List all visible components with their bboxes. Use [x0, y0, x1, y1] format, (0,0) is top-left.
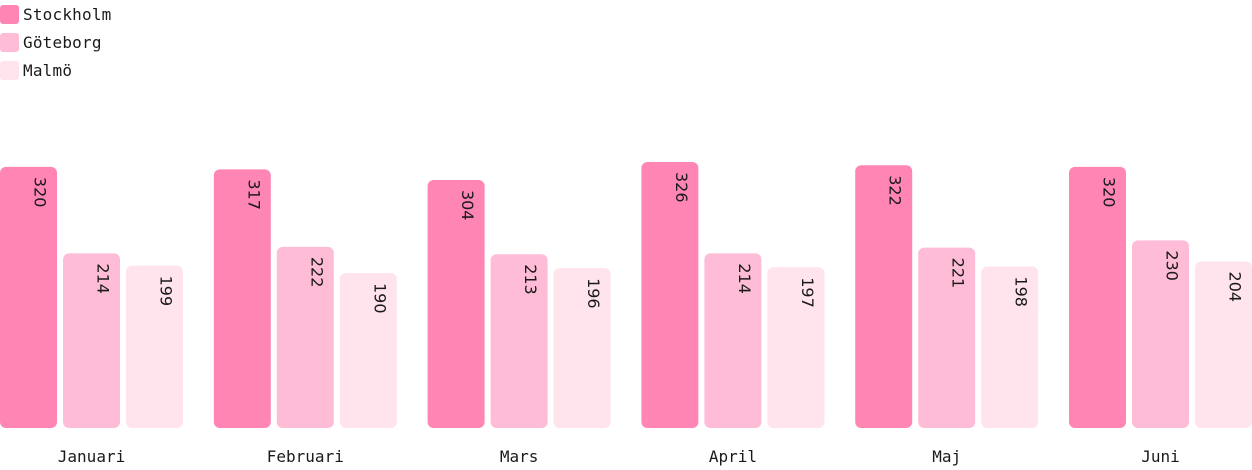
legend-item-stockholm: Stockholm	[0, 0, 112, 28]
bar-stockholm-januari	[0, 166, 57, 429]
legend-label-malmo: Malmö	[23, 60, 73, 80]
value-label-goteborg-februari: 222	[307, 257, 326, 288]
value-label-stockholm-juni: 320	[1100, 177, 1119, 208]
value-label-goteborg-april: 214	[735, 263, 754, 294]
bar-malmo-april	[767, 267, 825, 428]
bar-stockholm-juni	[1069, 166, 1126, 429]
bar-stockholm-maj	[855, 165, 913, 429]
legend-item-malmo: Malmö	[0, 56, 112, 84]
value-label-malmo-juni: 204	[1226, 272, 1245, 303]
bar-group-april: 326 214 197 April	[641, 162, 825, 466]
legend-swatch-malmo	[0, 60, 19, 80]
value-label-malmo-januari: 199	[157, 276, 176, 307]
legend: Stockholm Göteborg Malmö	[0, 0, 112, 84]
category-label-maj: Maj	[932, 447, 961, 466]
value-label-stockholm-februari: 317	[244, 179, 263, 210]
bar-group-februari: 317 222 190 Februari	[213, 169, 397, 466]
value-label-stockholm-mars: 304	[458, 190, 477, 221]
bar-stockholm-april	[641, 162, 699, 428]
category-label-februari: Februari	[267, 447, 344, 466]
value-label-stockholm-april: 326	[672, 172, 691, 203]
category-label-juni: Juni	[1141, 447, 1180, 466]
bar-goteborg-maj	[918, 247, 976, 428]
bar-goteborg-januari	[63, 253, 120, 428]
bar-group-maj: 322 221 198 Maj	[855, 165, 1039, 466]
bar-group-juni: 320 230 204 Juni	[1069, 166, 1252, 466]
value-label-goteborg-maj: 221	[949, 258, 968, 289]
legend-swatch-stockholm	[0, 4, 19, 24]
category-label-april: April	[709, 447, 757, 466]
legend-label-goteborg: Göteborg	[23, 32, 102, 52]
bar-group-mars: 304 213 196 Mars	[427, 179, 611, 466]
value-label-malmo-april: 197	[798, 277, 817, 308]
bar-stockholm-mars	[427, 179, 485, 428]
value-label-goteborg-juni: 230	[1163, 250, 1182, 281]
value-label-stockholm-maj: 322	[886, 175, 905, 206]
bar-goteborg-februari	[276, 246, 334, 428]
bar-stockholm-februari	[213, 169, 271, 428]
legend-swatch-goteborg	[0, 32, 19, 52]
value-label-goteborg-januari: 214	[94, 263, 113, 294]
category-label-januari: Januari	[58, 447, 125, 466]
bar-malmo-januari	[126, 265, 183, 428]
legend-label-stockholm: Stockholm	[23, 4, 112, 24]
value-label-malmo-mars: 196	[584, 278, 603, 309]
bar-goteborg-april	[704, 253, 762, 428]
value-label-goteborg-mars: 213	[521, 264, 540, 295]
bar-goteborg-juni	[1132, 240, 1189, 428]
legend-item-goteborg: Göteborg	[0, 28, 112, 56]
value-label-malmo-maj: 198	[1012, 276, 1031, 307]
bar-malmo-februari	[339, 272, 397, 428]
value-label-stockholm-januari: 320	[31, 177, 50, 208]
category-label-mars: Mars	[500, 447, 539, 466]
bar-group-januari: 320 214 199 Januari	[0, 166, 183, 466]
bar-malmo-juni	[1195, 261, 1252, 428]
bar-goteborg-mars	[490, 254, 548, 428]
bar-malmo-mars	[553, 268, 611, 428]
bar-malmo-maj	[981, 266, 1039, 428]
value-label-malmo-februari: 190	[370, 283, 389, 314]
